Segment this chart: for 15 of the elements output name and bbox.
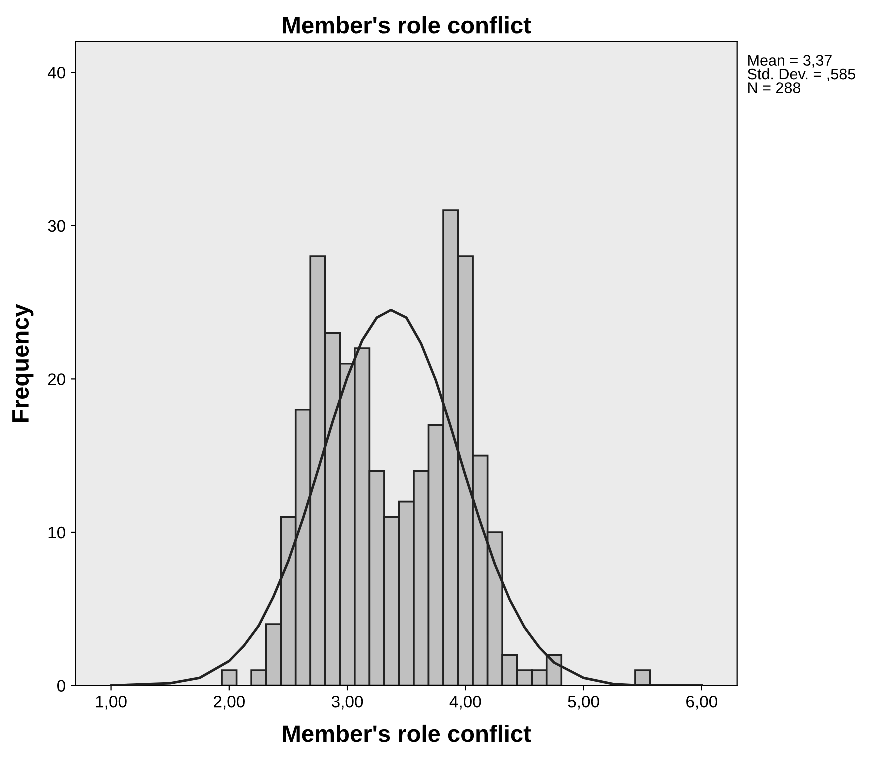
y-axis-title: Frequency: [12, 304, 34, 422]
y-tick-label: 20: [48, 374, 66, 386]
x-tick-label: 2,00: [214, 696, 245, 710]
y-tick-label: 10: [48, 526, 66, 539]
y-tick-label: 30: [48, 220, 66, 232]
text: Mean = 3,37 Std. Dev. = ,585 N = 288: [748, 55, 856, 94]
x-tick-label: 3,00: [332, 696, 364, 710]
y-tick-label: 40: [48, 66, 66, 79]
x-tick-label: 5,00: [568, 696, 600, 710]
x-tick-label: 4,00: [450, 696, 482, 710]
chart-title: Member's role conflict: [283, 16, 532, 34]
x-tick-label: 6,00: [686, 696, 718, 710]
x-tick-label: 1,00: [96, 696, 127, 710]
y-tick-label: 0: [58, 680, 66, 692]
x-axis-title: Member's role conflict: [283, 724, 532, 742]
